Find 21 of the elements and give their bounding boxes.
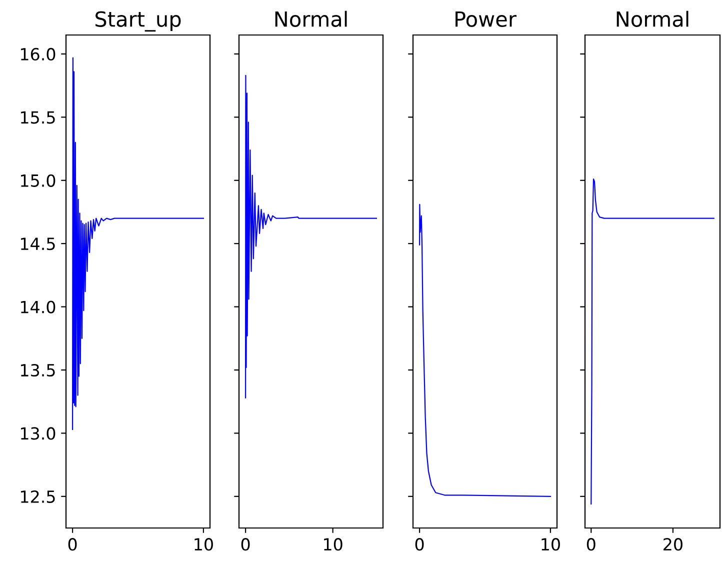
x-tick-label: 0: [415, 538, 424, 551]
chart-title: Normal: [616, 10, 688, 27]
x-tick-label: 10: [324, 538, 342, 551]
line-series: [72, 57, 204, 430]
chart-title: Start_up: [96, 11, 181, 32]
x-tick-label: 10: [194, 538, 213, 551]
x-tick-label: 10: [542, 538, 560, 551]
x-tick-label: 0: [68, 538, 77, 551]
y-tick-label: 14.5: [21, 238, 55, 250]
chart-title: Normal: [275, 10, 347, 27]
y-tick-label: 12.5: [21, 490, 55, 503]
y-tick-label: 15.0: [21, 174, 56, 187]
chart-title: Power: [456, 11, 516, 27]
y-tick-label: 13.0: [21, 427, 56, 440]
x-tick-label: 0: [586, 538, 596, 551]
y-tick-label: 16.0: [21, 48, 56, 61]
y-tick-label: 14.0: [21, 300, 56, 314]
x-tick-label: 0: [241, 538, 250, 551]
y-tick-label: 15.5: [21, 111, 55, 124]
x-tick-label: 20: [664, 538, 682, 551]
y-tick-label: 13.5: [21, 364, 55, 377]
